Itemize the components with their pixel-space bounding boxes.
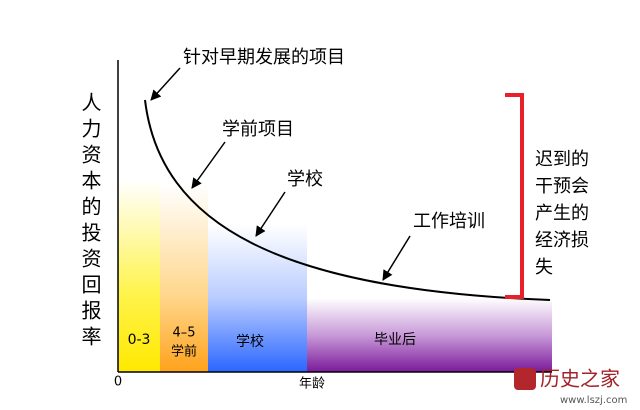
arrow (255, 191, 286, 237)
note-line: 干预会 (535, 176, 589, 197)
arrow (150, 67, 181, 101)
arrow (191, 141, 226, 189)
watermark-logo (514, 368, 536, 390)
region-label: 毕业后 (374, 332, 416, 348)
note-line: 失 (535, 257, 553, 278)
region-label: 学前 (171, 344, 197, 360)
region-label: 4–5 (172, 326, 195, 341)
region-post-school (307, 298, 552, 372)
loss-bracket (505, 93, 524, 299)
watermark-url: www.lszj.com (560, 395, 627, 406)
annotation: 学前项目 (222, 119, 294, 140)
region-label: 学校 (236, 333, 264, 350)
x-axis-label: 年龄 (299, 377, 325, 392)
annotation: 学校 (287, 169, 323, 190)
note-line: 产生的 (535, 203, 589, 224)
arrow (382, 235, 411, 281)
y-axis-label: 人力资本的投资回报率 (78, 92, 102, 352)
annotation: 针对早期发展的项目 (183, 47, 345, 68)
region-school (208, 225, 307, 372)
return-curve (144, 99, 551, 301)
note-line: 迟到的 (535, 149, 589, 170)
region-preschool (160, 185, 208, 372)
watermark-name: 历史之家 (540, 367, 620, 391)
region-0-3 (118, 180, 160, 372)
region-label: 0-3 (128, 332, 151, 348)
origin-label: 0 (114, 375, 122, 390)
note-line: 经济损 (535, 230, 589, 251)
annotation: 工作培训 (413, 211, 485, 232)
